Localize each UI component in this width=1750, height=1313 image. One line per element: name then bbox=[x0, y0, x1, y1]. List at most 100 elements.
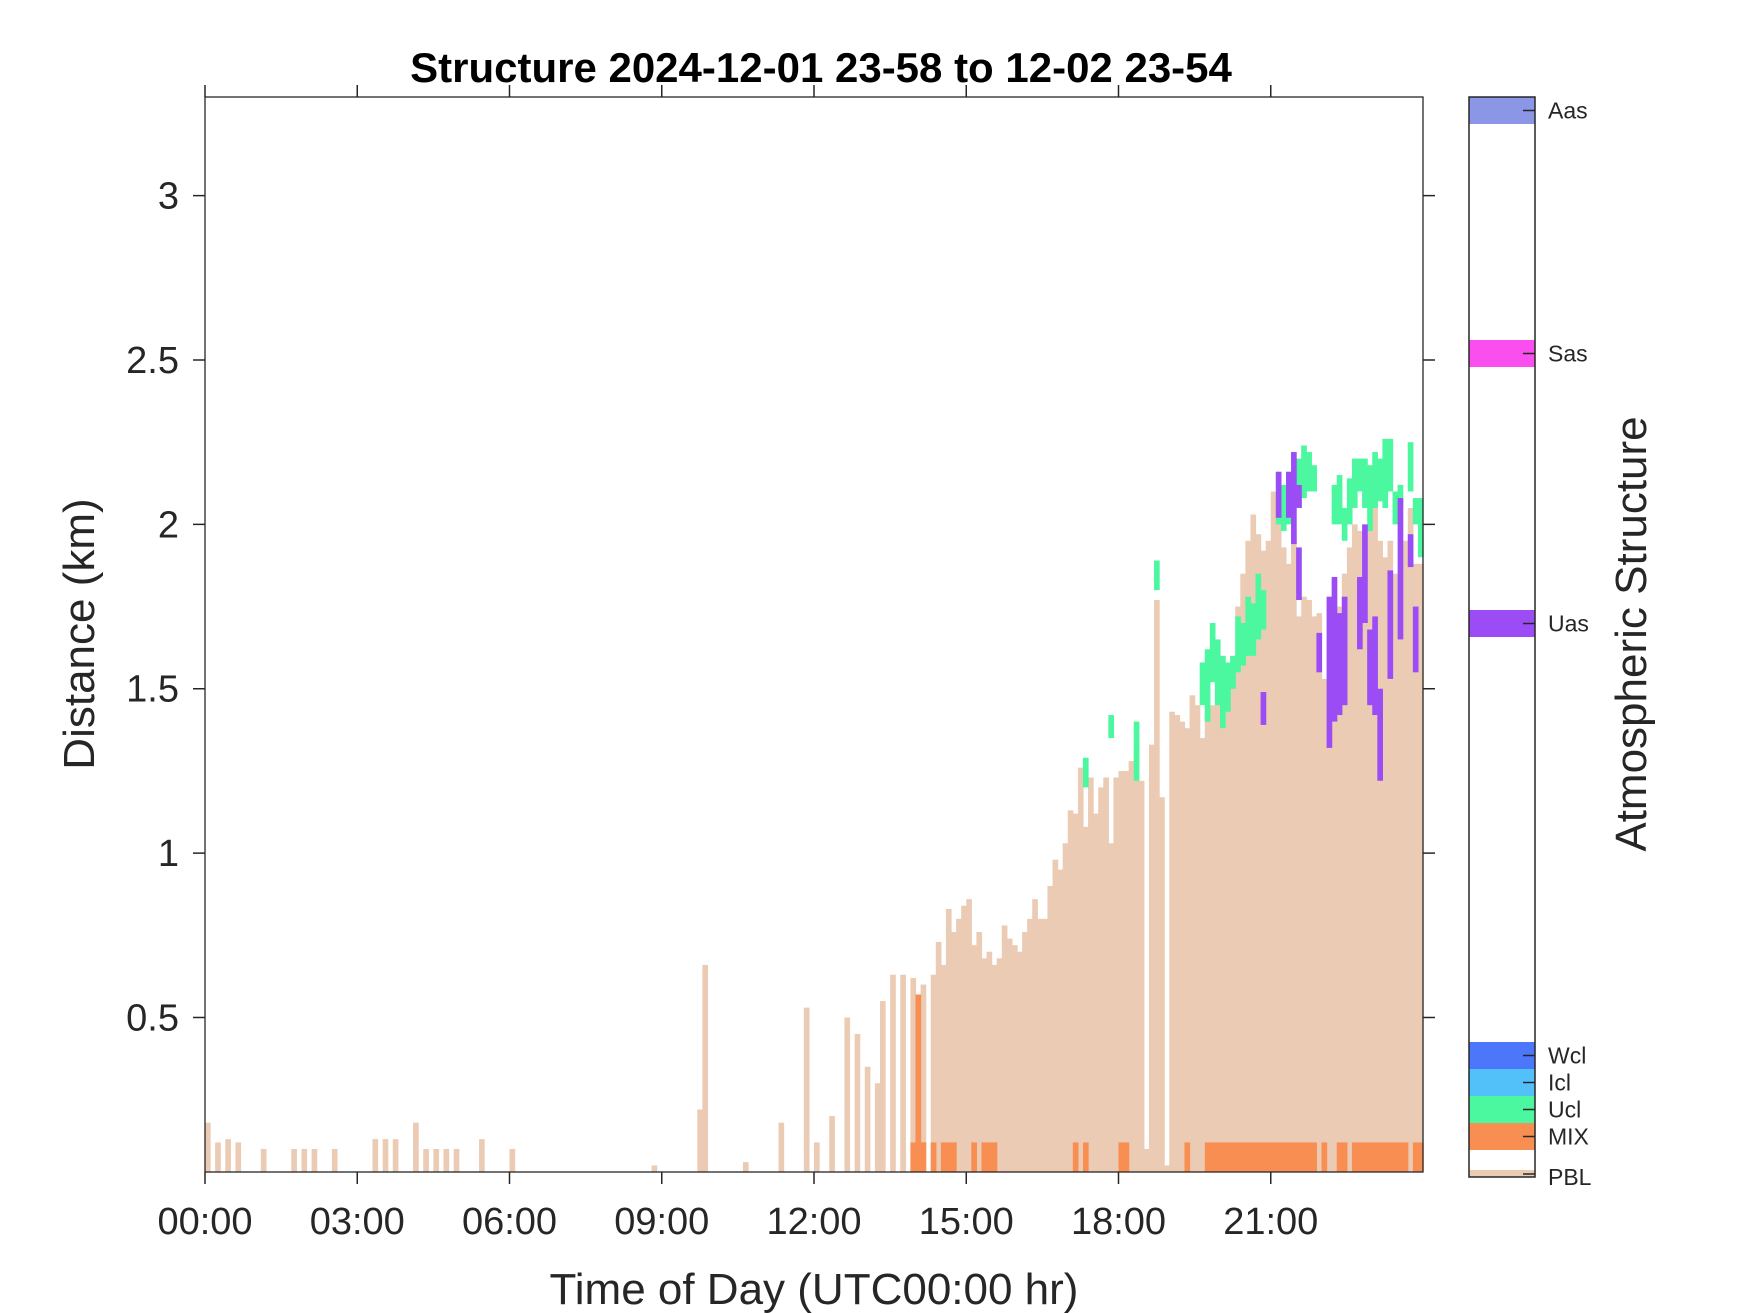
pbl-bar bbox=[1148, 744, 1155, 1172]
x-tick-label: 06:00 bbox=[462, 1201, 557, 1243]
pbl-bar bbox=[1128, 761, 1135, 1172]
pbl-bar bbox=[1235, 606, 1241, 1172]
uas-segment bbox=[1336, 613, 1343, 716]
pbl-bar bbox=[702, 964, 709, 1172]
colorbar-label-uas: Uas bbox=[1548, 611, 1589, 637]
mix-bar bbox=[991, 1142, 998, 1172]
pbl-bar bbox=[1194, 705, 1201, 1172]
mix-bar bbox=[1235, 1142, 1241, 1172]
pbl-bar bbox=[971, 945, 977, 1172]
pbl-bar bbox=[1143, 1148, 1150, 1172]
ucl-segment bbox=[1082, 757, 1089, 788]
mix-bar bbox=[1357, 1142, 1363, 1172]
pbl-bar bbox=[1316, 613, 1323, 1172]
pbl-bar bbox=[1103, 777, 1109, 1172]
pbl-bar bbox=[1169, 711, 1175, 1172]
ucl-segment bbox=[1240, 622, 1246, 666]
pbl-bar bbox=[1387, 540, 1394, 1172]
pbl-bar bbox=[1154, 599, 1160, 1172]
pbl-bar bbox=[1138, 780, 1145, 1172]
colorbar-label-icl: Icl bbox=[1548, 1070, 1571, 1096]
mix-bar bbox=[1377, 1142, 1383, 1172]
y-tick-label: 2 bbox=[158, 504, 179, 546]
pbl-bar bbox=[890, 974, 896, 1172]
pbl-bar bbox=[981, 958, 988, 1172]
pbl-bar bbox=[1417, 563, 1424, 1172]
y-axis: 0.5 1 1.5 2 2.5 3 bbox=[126, 176, 1435, 1039]
mix-bar bbox=[1387, 1142, 1394, 1172]
pbl-bar bbox=[945, 909, 952, 1172]
pbl-bar bbox=[651, 1165, 658, 1172]
pbl-bar bbox=[1108, 843, 1115, 1172]
ucl-segment bbox=[1235, 616, 1241, 673]
ucl-segment bbox=[1133, 721, 1140, 781]
pbl-bar bbox=[260, 1148, 267, 1172]
pbl-bar bbox=[1306, 599, 1312, 1172]
colorbar-label-pbl: PBL bbox=[1548, 1164, 1592, 1190]
pbl-bar bbox=[1189, 695, 1196, 1172]
pbl-bar bbox=[1011, 945, 1018, 1172]
mix-bar bbox=[1184, 1142, 1191, 1172]
pbl-bar bbox=[1270, 491, 1277, 1172]
y-tick-label: 1.5 bbox=[126, 669, 179, 711]
uas-segment bbox=[1326, 596, 1333, 748]
pbl-bar bbox=[1336, 606, 1343, 1172]
mix-series bbox=[910, 994, 1424, 1172]
mix-bar bbox=[1245, 1142, 1252, 1172]
pbl-bar bbox=[864, 1066, 871, 1172]
uas-segment bbox=[1412, 606, 1419, 673]
pbl-bar bbox=[1159, 797, 1165, 1172]
pbl-bar bbox=[1220, 655, 1226, 1172]
mix-bar bbox=[1220, 1142, 1226, 1172]
mix-bar bbox=[915, 994, 922, 1172]
mix-bar bbox=[1204, 1142, 1211, 1172]
ucl-segment bbox=[1220, 655, 1226, 729]
pbl-bar bbox=[423, 1148, 429, 1172]
pbl-bar bbox=[291, 1148, 297, 1172]
pbl-bar bbox=[1164, 1165, 1170, 1172]
pbl-bar bbox=[1362, 557, 1368, 1172]
y-tick-label: 1 bbox=[158, 833, 179, 875]
pbl-bar bbox=[382, 1139, 389, 1172]
mix-bar bbox=[1118, 1142, 1125, 1172]
y-axis-label: Distance (km) bbox=[55, 498, 104, 769]
uas-segment bbox=[1341, 596, 1348, 706]
pbl-bar bbox=[1265, 540, 1272, 1172]
uas-segment bbox=[1316, 632, 1323, 673]
ucl-segment bbox=[1407, 442, 1414, 492]
pbl-bar bbox=[900, 974, 906, 1172]
pbl-bar bbox=[976, 932, 983, 1172]
pbl-bar bbox=[697, 1109, 703, 1172]
x-tick-label: 18:00 bbox=[1071, 1201, 1166, 1243]
mix-bar bbox=[1301, 1142, 1307, 1172]
pbl-bar bbox=[1311, 616, 1318, 1172]
ucl-segment bbox=[1204, 649, 1211, 722]
pbl-bar bbox=[1260, 550, 1267, 1172]
pbl-bar bbox=[1382, 557, 1389, 1172]
pbl-bar bbox=[215, 1142, 221, 1172]
pbl-bar bbox=[996, 958, 1003, 1172]
ucl-segment bbox=[1346, 478, 1353, 525]
uas-series bbox=[1260, 452, 1419, 781]
pbl-bar bbox=[1062, 843, 1069, 1172]
uas-segment bbox=[1367, 629, 1373, 706]
colorbar-label-wcl: Wcl bbox=[1548, 1043, 1586, 1069]
colorbar-label-sas: Sas bbox=[1548, 341, 1588, 367]
pbl-bar bbox=[935, 941, 942, 1172]
pbl-bar bbox=[844, 1017, 851, 1172]
pbl-bar bbox=[742, 1162, 749, 1172]
mix-bar bbox=[1321, 1142, 1328, 1172]
mix-bar bbox=[1291, 1142, 1297, 1172]
mix-bar bbox=[1362, 1142, 1368, 1172]
ucl-segment bbox=[1225, 662, 1231, 712]
ucl-segment bbox=[1154, 560, 1160, 591]
mix-bar bbox=[1230, 1142, 1236, 1172]
pbl-bar bbox=[1047, 885, 1054, 1172]
pbl-bar bbox=[205, 1122, 211, 1172]
ucl-segment bbox=[1331, 484, 1338, 525]
pbl-bar bbox=[1204, 711, 1211, 1172]
chart-title: Structure 2024-12-01 23-58 to 12-02 23-5… bbox=[410, 44, 1232, 91]
pbl-bar bbox=[1093, 813, 1099, 1172]
ucl-segment bbox=[1255, 573, 1262, 640]
ucl-segment bbox=[1387, 438, 1394, 492]
